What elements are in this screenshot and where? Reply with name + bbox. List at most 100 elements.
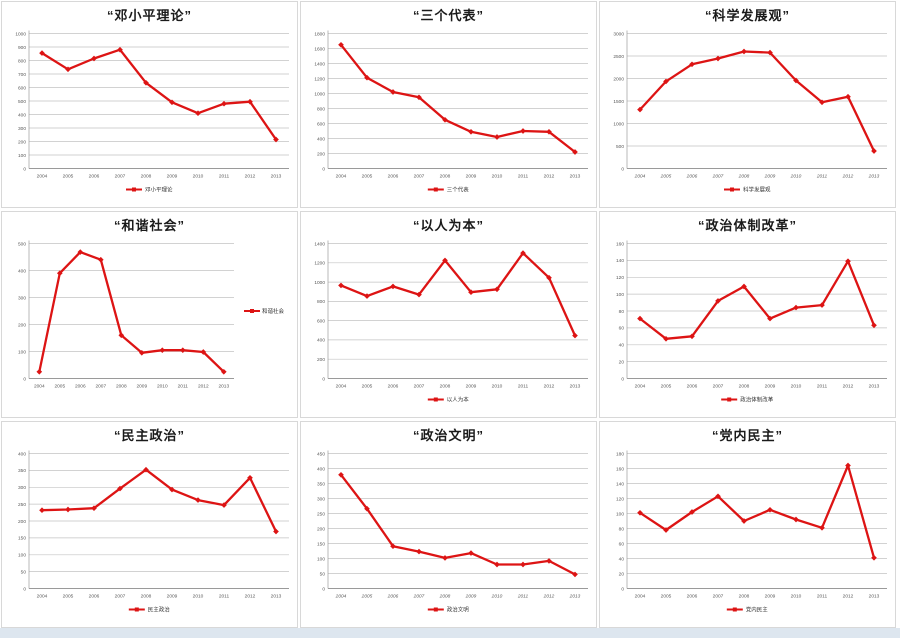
svg-text:2009: 2009 bbox=[167, 174, 178, 180]
svg-text:2007: 2007 bbox=[115, 594, 126, 600]
svg-text:1400: 1400 bbox=[314, 241, 325, 247]
line-chart: 0 100 200 300 400 500 2004 2005 2006 2007 2008 2009… bbox=[18, 240, 285, 390]
svg-text:2007: 2007 bbox=[414, 174, 425, 180]
svg-text:科学发展观: 科学发展观 bbox=[743, 186, 771, 194]
svg-text:2007: 2007 bbox=[713, 384, 724, 390]
svg-text:1000: 1000 bbox=[613, 121, 624, 127]
svg-text:900: 900 bbox=[18, 45, 26, 51]
svg-text:2006: 2006 bbox=[687, 594, 698, 600]
svg-text:2009: 2009 bbox=[466, 174, 477, 180]
svg-text:300: 300 bbox=[18, 295, 26, 301]
line-chart: 0 50 100 150 200 250 300 350 400 2004 2005 2006 2007… bbox=[18, 450, 289, 614]
svg-text:2012: 2012 bbox=[543, 594, 555, 600]
svg-text:2010: 2010 bbox=[492, 174, 503, 180]
svg-text:民主政治: 民主政治 bbox=[148, 606, 171, 614]
svg-text:2005: 2005 bbox=[63, 174, 74, 180]
svg-text:2013: 2013 bbox=[570, 174, 581, 180]
svg-text:2010: 2010 bbox=[491, 594, 503, 600]
svg-text:2011: 2011 bbox=[817, 594, 828, 600]
chart-title: “民主政治” bbox=[113, 428, 185, 443]
svg-text:2010: 2010 bbox=[193, 174, 204, 180]
svg-text:2007: 2007 bbox=[713, 594, 724, 600]
svg-text:2005: 2005 bbox=[361, 594, 373, 600]
svg-text:2013: 2013 bbox=[271, 174, 282, 180]
svg-text:250: 250 bbox=[317, 511, 325, 517]
svg-text:100: 100 bbox=[616, 511, 624, 517]
svg-text:2011: 2011 bbox=[219, 594, 230, 600]
svg-text:2500: 2500 bbox=[613, 54, 624, 60]
svg-text:2008: 2008 bbox=[116, 384, 127, 390]
svg-text:1000: 1000 bbox=[314, 91, 325, 97]
svg-text:60: 60 bbox=[619, 541, 625, 547]
svg-text:200: 200 bbox=[18, 519, 26, 525]
svg-text:80: 80 bbox=[619, 309, 625, 315]
chart-panel: “党内民主” 0 20 40 60 80 100 120 140 160 180 2004 2005 2… bbox=[599, 421, 896, 628]
svg-text:200: 200 bbox=[317, 526, 325, 532]
svg-text:2011: 2011 bbox=[517, 594, 529, 600]
svg-text:邓小平理论: 邓小平理论 bbox=[145, 186, 173, 194]
svg-text:2007: 2007 bbox=[413, 594, 425, 600]
svg-text:2013: 2013 bbox=[869, 384, 880, 390]
svg-text:2006: 2006 bbox=[89, 594, 100, 600]
svg-text:400: 400 bbox=[317, 466, 325, 472]
svg-text:160: 160 bbox=[616, 241, 624, 247]
chart-title: “政治体制改革” bbox=[697, 218, 797, 233]
svg-text:0: 0 bbox=[23, 376, 26, 382]
svg-text:200: 200 bbox=[18, 139, 26, 145]
svg-text:2013: 2013 bbox=[869, 594, 880, 600]
svg-text:400: 400 bbox=[317, 338, 325, 344]
chart-panel: “政治文明” 0 50 100 150 200 250 300 350 400 450 2004 20… bbox=[300, 421, 597, 628]
svg-text:800: 800 bbox=[18, 58, 26, 64]
svg-text:2004: 2004 bbox=[335, 594, 347, 600]
chart-panel: “政治体制改革” 0 20 40 60 80 100 120 140 160 2004 2005 20… bbox=[599, 211, 896, 418]
svg-text:1600: 1600 bbox=[314, 46, 325, 52]
svg-text:2012: 2012 bbox=[198, 384, 209, 390]
svg-text:0: 0 bbox=[322, 166, 325, 172]
svg-text:40: 40 bbox=[619, 556, 625, 562]
svg-text:2008: 2008 bbox=[439, 594, 451, 600]
svg-text:0: 0 bbox=[322, 586, 325, 592]
svg-text:150: 150 bbox=[18, 536, 26, 542]
line-chart: 0 200 400 600 800 1000 1200 1400 2004 2005 2006 200… bbox=[314, 240, 588, 404]
svg-text:2009: 2009 bbox=[167, 594, 178, 600]
chart-title: “政治文明” bbox=[412, 428, 484, 443]
line-chart: 0 500 1000 1500 2000 2500 3000 2004 2005 2006 2007… bbox=[613, 30, 887, 194]
svg-text:2012: 2012 bbox=[245, 174, 256, 180]
line-chart: 0 200 400 600 800 1000 1200 1400 1600 1800 2004 200… bbox=[314, 30, 588, 194]
svg-text:2012: 2012 bbox=[843, 594, 854, 600]
svg-text:100: 100 bbox=[18, 153, 26, 159]
svg-text:450: 450 bbox=[317, 451, 325, 457]
svg-text:2007: 2007 bbox=[712, 174, 724, 180]
svg-text:500: 500 bbox=[18, 241, 26, 247]
svg-text:三个代表: 三个代表 bbox=[447, 186, 470, 194]
svg-text:2004: 2004 bbox=[336, 174, 347, 180]
svg-text:200: 200 bbox=[317, 357, 325, 363]
svg-text:600: 600 bbox=[317, 121, 325, 127]
svg-text:2006: 2006 bbox=[687, 384, 698, 390]
svg-text:2008: 2008 bbox=[739, 384, 750, 390]
svg-text:2005: 2005 bbox=[661, 384, 672, 390]
svg-text:1000: 1000 bbox=[314, 280, 325, 286]
svg-text:以人为本: 以人为本 bbox=[447, 396, 470, 404]
line-chart: 0 100 200 300 400 500 600 700 800 900 1000 2004 2005… bbox=[15, 30, 289, 194]
svg-text:2008: 2008 bbox=[141, 174, 152, 180]
svg-text:100: 100 bbox=[18, 553, 26, 559]
svg-text:2010: 2010 bbox=[791, 384, 802, 390]
svg-text:180: 180 bbox=[616, 451, 624, 457]
svg-text:1400: 1400 bbox=[314, 61, 325, 67]
svg-text:800: 800 bbox=[317, 106, 325, 112]
line-chart: 0 20 40 60 80 100 120 140 160 180 2004 2005 2006 2007… bbox=[616, 450, 887, 614]
svg-text:2000: 2000 bbox=[613, 76, 624, 82]
svg-text:350: 350 bbox=[317, 481, 325, 487]
svg-text:2009: 2009 bbox=[136, 384, 147, 390]
svg-text:2006: 2006 bbox=[388, 174, 399, 180]
svg-text:160: 160 bbox=[616, 466, 624, 472]
chart-panel: “以人为本” 0 200 400 600 800 1000 1200 1400 2004 2005… bbox=[300, 211, 597, 418]
svg-text:120: 120 bbox=[616, 496, 624, 502]
svg-text:140: 140 bbox=[616, 258, 624, 264]
footer-strip bbox=[0, 628, 900, 638]
svg-text:2004: 2004 bbox=[635, 594, 646, 600]
svg-text:2013: 2013 bbox=[569, 594, 581, 600]
chart-panel: “邓小平理论” 0 100 200 300 400 500 600 700 800 900 1000… bbox=[1, 1, 298, 208]
svg-text:140: 140 bbox=[616, 481, 624, 487]
